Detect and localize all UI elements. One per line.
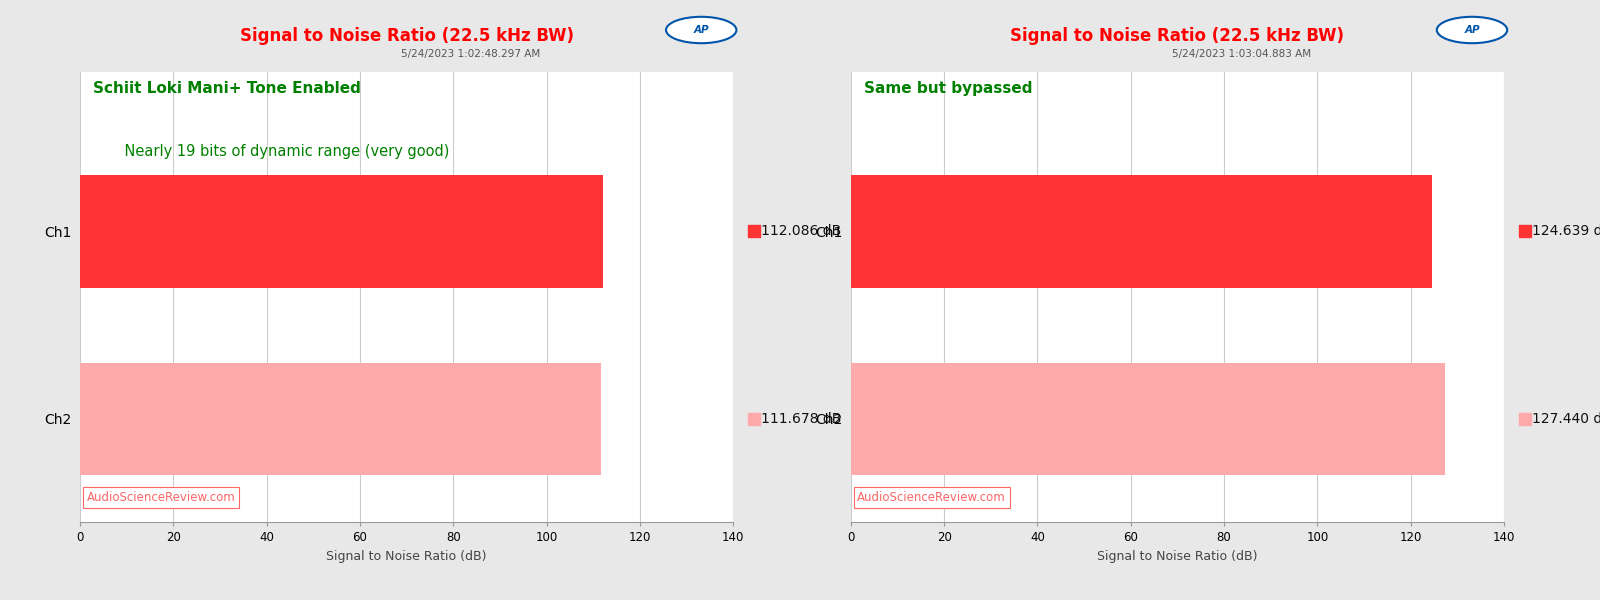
Text: AudioScienceReview.com: AudioScienceReview.com [86, 491, 235, 504]
Text: 127.440 dB: 127.440 dB [1531, 412, 1600, 426]
Text: AP: AP [693, 25, 709, 35]
Bar [80, 175, 603, 287]
Text: 5/24/2023 1:03:04.883 AM: 5/24/2023 1:03:04.883 AM [1171, 49, 1310, 59]
Text: Signal to Noise Ratio (22.5 kHz BW): Signal to Noise Ratio (22.5 kHz BW) [240, 27, 574, 45]
Text: 5/24/2023 1:02:48.297 AM: 5/24/2023 1:02:48.297 AM [402, 49, 541, 59]
Bar [851, 362, 1445, 475]
X-axis label: Signal to Noise Ratio (dB): Signal to Noise Ratio (dB) [1098, 550, 1258, 563]
Text: 124.639 dB: 124.639 dB [1531, 224, 1600, 238]
Text: Signal to Noise Ratio (22.5 kHz BW): Signal to Noise Ratio (22.5 kHz BW) [1010, 27, 1344, 45]
Text: Schiit Loki Mani+ Tone Enabled: Schiit Loki Mani+ Tone Enabled [93, 81, 362, 96]
Text: Same but bypassed: Same but bypassed [864, 81, 1032, 96]
Bar [851, 175, 1432, 287]
Text: 111.678 dB: 111.678 dB [762, 412, 842, 426]
X-axis label: Signal to Noise Ratio (dB): Signal to Noise Ratio (dB) [326, 550, 486, 563]
Text: 112.086 dB: 112.086 dB [762, 224, 842, 238]
Text: Nearly 19 bits of dynamic range (very good): Nearly 19 bits of dynamic range (very go… [106, 144, 450, 159]
Text: AP: AP [1464, 25, 1480, 35]
Text: AudioScienceReview.com: AudioScienceReview.com [858, 491, 1006, 504]
Bar [80, 362, 602, 475]
